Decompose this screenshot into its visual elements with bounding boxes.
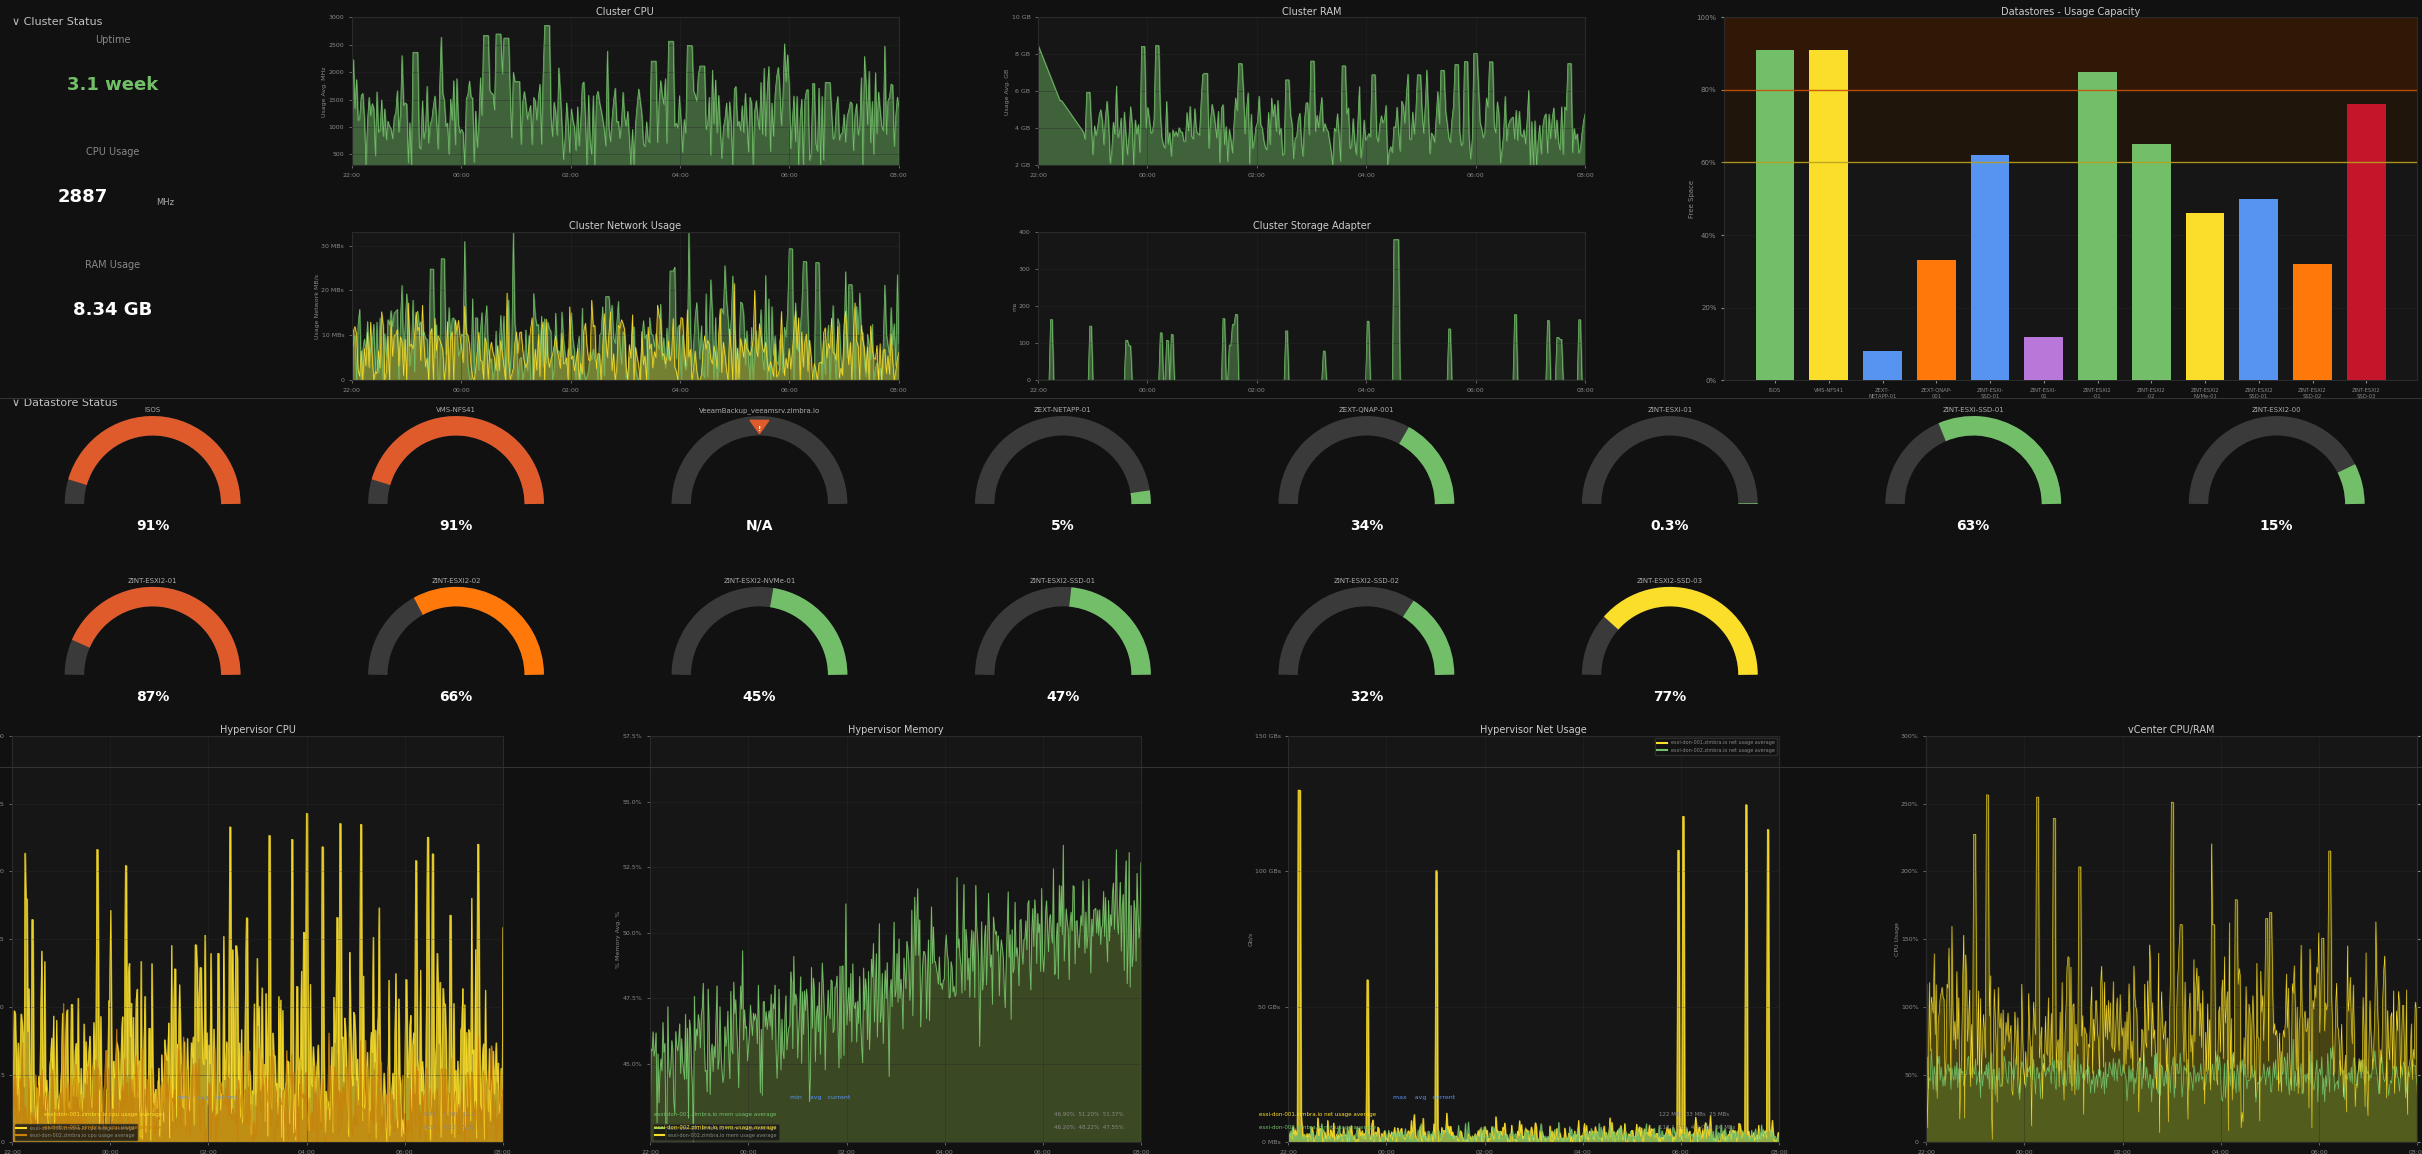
Text: Uptime: Uptime <box>94 35 131 45</box>
Text: esxi-don-001.zimbra.io cpu usage average: esxi-don-001.zimbra.io cpu usage average <box>44 1112 162 1117</box>
Title: Cluster RAM: Cluster RAM <box>1281 7 1342 16</box>
Text: min    avg   current: min avg current <box>770 1095 850 1100</box>
Text: !: ! <box>758 426 761 432</box>
Text: 4.17    9.22    5.32: 4.17 9.22 5.32 <box>424 1125 475 1130</box>
Text: ZINT-ESXI2-SSD-02: ZINT-ESXI2-SSD-02 <box>1335 578 1400 584</box>
Text: ZINT-ESXI-01: ZINT-ESXI-01 <box>1647 407 1693 413</box>
Y-axis label: ms: ms <box>1012 301 1017 310</box>
Bar <box>1724 17 2417 90</box>
Bar <box>2294 264 2332 381</box>
Text: esxi-don-001.zimbra.io mem usage average: esxi-don-001.zimbra.io mem usage average <box>654 1112 777 1117</box>
Text: ZINT-ESXI-SSD-01: ZINT-ESXI-SSD-01 <box>1942 407 2003 413</box>
Bar <box>2185 213 2223 381</box>
Title: vCenter CPU/RAM: vCenter CPU/RAM <box>2129 725 2216 735</box>
Text: RAM Usage: RAM Usage <box>85 260 140 270</box>
Text: min    avg   current: min avg current <box>157 1095 237 1100</box>
Text: 45%: 45% <box>744 690 775 704</box>
Text: 118.1 GBs  4.5 GBs  56 MBs: 118.1 GBs 4.5 GBs 56 MBs <box>1659 1125 1737 1130</box>
Text: ZINT-ESXI2-SSD-01: ZINT-ESXI2-SSD-01 <box>1029 578 1097 584</box>
Text: 63%: 63% <box>1957 519 1991 533</box>
Title: Cluster CPU: Cluster CPU <box>596 7 654 16</box>
Title: Datastores - Usage Capacity: Datastores - Usage Capacity <box>2001 7 2141 16</box>
Text: 77%: 77% <box>1654 690 1686 704</box>
Text: 15%: 15% <box>2260 519 2294 533</box>
Text: VMS-NFS41: VMS-NFS41 <box>436 407 477 413</box>
Title: Hypervisor Net Usage: Hypervisor Net Usage <box>1480 725 1586 735</box>
Bar <box>1756 50 1795 381</box>
Text: 87%: 87% <box>136 690 170 704</box>
Text: 3.1 week: 3.1 week <box>68 76 157 93</box>
Bar <box>2078 72 2117 381</box>
Text: max    avg   current: max avg current <box>1373 1095 1456 1100</box>
Text: 2887: 2887 <box>58 188 107 207</box>
Bar <box>1809 50 1848 381</box>
Text: 47%: 47% <box>1046 690 1080 704</box>
Y-axis label: Usage Avg. MHz: Usage Avg. MHz <box>322 66 327 117</box>
Text: 0.66    1.08    1.12: 0.66 1.08 1.12 <box>424 1112 475 1117</box>
Text: ∨ Datastore Status: ∨ Datastore Status <box>12 398 119 409</box>
Text: 91%: 91% <box>438 519 472 533</box>
Text: 34%: 34% <box>1349 519 1383 533</box>
Y-axis label: % Memory Avg. %: % Memory Avg. % <box>615 911 622 968</box>
Text: VeeamBackup_veeamsrv.zimbra.io: VeeamBackup_veeamsrv.zimbra.io <box>700 406 821 413</box>
Bar <box>1863 351 1901 381</box>
Text: ISOS: ISOS <box>145 407 160 413</box>
Text: ZINT-ESXI2-SSD-03: ZINT-ESXI2-SSD-03 <box>1637 578 1703 584</box>
Text: 46.90%  51.20%  51.37%: 46.90% 51.20% 51.37% <box>1054 1112 1124 1117</box>
Text: 46.20%  48.22%  47.55%: 46.20% 48.22% 47.55% <box>1054 1125 1124 1130</box>
Text: ∨ Cluster Status: ∨ Cluster Status <box>12 17 102 28</box>
Text: esxi-don-002.zimbra.io net usage average: esxi-don-002.zimbra.io net usage average <box>1259 1125 1376 1130</box>
Text: ∨ Hypervisor Status: ∨ Hypervisor Status <box>12 736 124 745</box>
Text: 91%: 91% <box>136 519 170 533</box>
Bar <box>1724 90 2417 163</box>
Title: Cluster Network Usage: Cluster Network Usage <box>569 222 681 231</box>
Title: Cluster Storage Adapter: Cluster Storage Adapter <box>1252 222 1371 231</box>
Text: ZINT-ESXI2-NVMe-01: ZINT-ESXI2-NVMe-01 <box>724 578 797 584</box>
Y-axis label: Usage Avg. GB: Usage Avg. GB <box>1005 68 1010 114</box>
Text: CPU Usage: CPU Usage <box>85 148 138 157</box>
Text: esxi-don-002.zimbra.io mem usage average: esxi-don-002.zimbra.io mem usage average <box>654 1125 777 1130</box>
Text: 0.3%: 0.3% <box>1649 519 1688 533</box>
Text: 122 MBs  33 MBs  25 MBs: 122 MBs 33 MBs 25 MBs <box>1659 1112 1729 1117</box>
Bar <box>1916 261 1955 381</box>
Y-axis label: CPU Usage: CPU Usage <box>1894 922 1899 957</box>
Bar <box>2025 337 2064 381</box>
Bar <box>2131 144 2170 381</box>
Text: 5%: 5% <box>1051 519 1075 533</box>
Text: 8.34 GB: 8.34 GB <box>73 301 153 319</box>
Y-axis label: Free Space: Free Space <box>1688 180 1695 218</box>
Text: ZINT-ESXI2-00: ZINT-ESXI2-00 <box>2252 407 2301 413</box>
Text: esxi-don-002.zimbra.io cpu usage average: esxi-don-002.zimbra.io cpu usage average <box>44 1125 162 1130</box>
Text: MHz: MHz <box>157 198 174 207</box>
Legend: esxi-don-001.zimbra.io net usage average, esxi-don-002.zimbra.io net usage avera: esxi-don-001.zimbra.io net usage average… <box>1654 739 1778 755</box>
Bar <box>2347 104 2386 381</box>
Polygon shape <box>751 420 768 434</box>
Text: ZEXT-QNAP-001: ZEXT-QNAP-001 <box>1339 407 1395 413</box>
Legend: esxi-don-001.zimbra.io mem usage average, esxi-don-002.zimbra.io mem usage avera: esxi-don-001.zimbra.io mem usage average… <box>652 1124 777 1140</box>
Title: Hypervisor Memory: Hypervisor Memory <box>848 725 945 735</box>
Text: ZINT-ESXI2-01: ZINT-ESXI2-01 <box>128 578 177 584</box>
Text: 66%: 66% <box>438 690 472 704</box>
Text: 32%: 32% <box>1349 690 1383 704</box>
Bar <box>1972 156 2010 381</box>
Y-axis label: Gb/s: Gb/s <box>1247 932 1252 946</box>
Y-axis label: Usage Network MB/s: Usage Network MB/s <box>315 273 320 338</box>
Text: esxi-don-001.zimbra.io net usage average: esxi-don-001.zimbra.io net usage average <box>1259 1112 1376 1117</box>
Text: ZEXT-NETAPP-01: ZEXT-NETAPP-01 <box>1034 407 1092 413</box>
Text: ZINT-ESXI2-02: ZINT-ESXI2-02 <box>431 578 482 584</box>
Text: N/A: N/A <box>746 519 773 533</box>
Legend: esxi-don-001.zimbra.io cpu usage average, esxi-don-002.zimbra.io cpu usage avera: esxi-don-001.zimbra.io cpu usage average… <box>15 1124 136 1140</box>
Title: Hypervisor CPU: Hypervisor CPU <box>220 725 295 735</box>
Bar <box>2240 198 2279 381</box>
